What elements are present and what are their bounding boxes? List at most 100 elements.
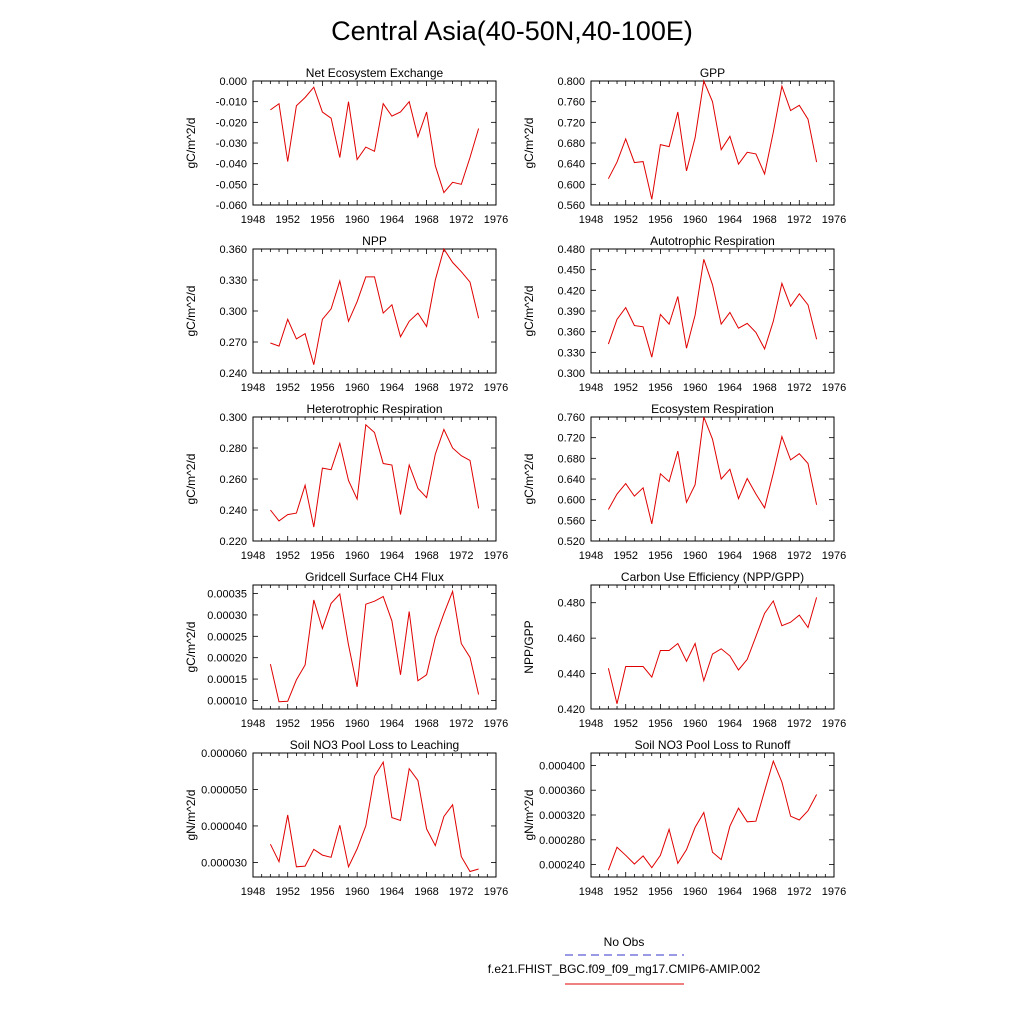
x-tick-label: 1960 bbox=[345, 718, 369, 730]
y-tick-label: 0.000030 bbox=[201, 857, 247, 869]
x-tick-label: 1972 bbox=[787, 886, 811, 898]
panel-title: Gridcell Surface CH4 Flux bbox=[305, 570, 444, 584]
x-tick-label: 1968 bbox=[414, 214, 438, 226]
y-tick-label: 0.000 bbox=[219, 76, 247, 88]
x-tick-label: 1956 bbox=[648, 382, 672, 394]
x-tick-label: 1976 bbox=[484, 214, 508, 226]
x-tick-label: 1960 bbox=[345, 550, 369, 562]
x-tick-label: 1968 bbox=[752, 550, 776, 562]
x-tick-label: 1972 bbox=[449, 214, 473, 226]
x-tick-label: 1960 bbox=[683, 550, 707, 562]
y-axis-label: gC/m^2/d bbox=[184, 286, 198, 337]
x-tick-label: 1976 bbox=[484, 382, 508, 394]
plot-frame bbox=[252, 752, 497, 878]
x-tick-label: 1956 bbox=[648, 214, 672, 226]
y-tick-label: 0.000280 bbox=[539, 835, 585, 847]
x-tick-label: 1960 bbox=[345, 214, 369, 226]
x-tick-label: 1956 bbox=[648, 550, 672, 562]
y-tick-label: 0.560 bbox=[557, 515, 585, 527]
chart-panel-gpp: GPP 1948 1952 1956 1960 1964 1968 1972 1976 0.800… bbox=[522, 66, 846, 226]
x-tick-label: 1960 bbox=[345, 382, 369, 394]
y-axis-label: gC/m^2/d bbox=[184, 454, 198, 505]
x-tick-label: 1956 bbox=[310, 214, 334, 226]
panel-title: Autotrophic Respiration bbox=[650, 234, 775, 248]
x-tick-label: 1956 bbox=[648, 886, 672, 898]
y-tick-label: 0.000320 bbox=[539, 810, 585, 822]
y-tick-label: 0.640 bbox=[557, 474, 585, 486]
panel-title: Soil NO3 Pool Loss to Leaching bbox=[290, 738, 459, 752]
x-tick-label: 1972 bbox=[449, 382, 473, 394]
x-tick-label: 1960 bbox=[683, 214, 707, 226]
y-axis-label: gC/m^2/d bbox=[184, 622, 198, 673]
chart-panel-gridcell-surface-ch4-flux: Gridcell Surface CH4 Flux 1948 1952 1956 196… bbox=[184, 570, 508, 730]
y-tick-label: 0.260 bbox=[219, 474, 247, 486]
x-tick-label: 1976 bbox=[822, 214, 846, 226]
y-tick-label: 0.800 bbox=[557, 76, 585, 88]
x-tick-label: 1948 bbox=[241, 214, 265, 226]
x-tick-label: 1960 bbox=[683, 382, 707, 394]
x-tick-label: 1948 bbox=[241, 886, 265, 898]
y-tick-label: 0.480 bbox=[557, 244, 585, 256]
x-tick-label: 1976 bbox=[484, 550, 508, 562]
legend: No Obs f.e21.FHIST_BGC.f09_f09_mg17.CMIP6… bbox=[488, 935, 761, 985]
y-tick-label: 0.330 bbox=[557, 347, 585, 359]
y-tick-label: 0.390 bbox=[557, 306, 585, 318]
y-tick-label: 0.000060 bbox=[201, 748, 247, 760]
chart-panel-carbon-use-efficiency-npp-gpp: Carbon Use Efficiency (NPP/GPP) 1948 1952 1… bbox=[522, 570, 846, 730]
x-tick-label: 1964 bbox=[380, 718, 404, 730]
y-tick-label: 0.240 bbox=[219, 505, 247, 517]
x-tick-label: 1964 bbox=[380, 214, 404, 226]
chart-panel-soil-no3-pool-loss-to-leaching: Soil NO3 Pool Loss to Leaching 1948 1952 19… bbox=[184, 738, 508, 898]
y-tick-label: 0.00035 bbox=[207, 589, 247, 601]
y-tick-label: 0.220 bbox=[219, 536, 247, 548]
x-tick-label: 1968 bbox=[752, 718, 776, 730]
plot-frame bbox=[252, 416, 497, 542]
x-tick-label: 1956 bbox=[648, 718, 672, 730]
y-tick-label: 0.00010 bbox=[207, 695, 247, 707]
y-tick-label: 0.720 bbox=[557, 117, 585, 129]
panel-title: Carbon Use Efficiency (NPP/GPP) bbox=[621, 570, 804, 584]
y-tick-label: 0.420 bbox=[557, 704, 585, 716]
y-tick-label: 0.460 bbox=[557, 633, 585, 645]
y-tick-label: 0.270 bbox=[219, 337, 247, 349]
y-tick-label: 0.450 bbox=[557, 265, 585, 277]
y-tick-label: 0.00030 bbox=[207, 610, 247, 622]
y-tick-label: -0.020 bbox=[216, 117, 247, 129]
x-tick-label: 1948 bbox=[579, 550, 603, 562]
series-line-soil-no3-pool-loss-to-leaching bbox=[269, 760, 479, 873]
x-tick-label: 1952 bbox=[613, 886, 637, 898]
x-tick-label: 1968 bbox=[414, 886, 438, 898]
panel-title: NPP bbox=[362, 234, 387, 248]
y-tick-label: 0.00020 bbox=[207, 653, 247, 665]
y-tick-label: 0.330 bbox=[219, 275, 247, 287]
x-tick-label: 1948 bbox=[241, 382, 265, 394]
y-tick-label: 0.480 bbox=[557, 598, 585, 610]
panels-group: Net Ecosystem Exchange 1948 1952 1956 1960 19… bbox=[184, 66, 846, 898]
main-title: Central Asia(40-50N,40-100E) bbox=[331, 16, 693, 46]
series-line-net-ecosystem-exchange bbox=[270, 86, 480, 194]
series-line-autotrophic-respiration bbox=[607, 259, 818, 358]
x-tick-label: 1960 bbox=[683, 718, 707, 730]
x-tick-label: 1972 bbox=[787, 214, 811, 226]
y-tick-label: 0.360 bbox=[557, 327, 585, 339]
series-line-gpp bbox=[607, 79, 818, 200]
x-tick-label: 1952 bbox=[613, 718, 637, 730]
y-tick-label: 0.280 bbox=[219, 443, 247, 455]
legend-label: No Obs bbox=[604, 935, 645, 949]
y-tick-label: 0.000240 bbox=[539, 860, 585, 872]
y-tick-label: -0.060 bbox=[216, 200, 247, 212]
x-tick-label: 1956 bbox=[310, 886, 334, 898]
x-tick-label: 1960 bbox=[345, 886, 369, 898]
y-tick-label: 0.300 bbox=[219, 306, 247, 318]
plot-frame bbox=[252, 80, 497, 206]
x-tick-label: 1948 bbox=[579, 886, 603, 898]
x-tick-label: 1948 bbox=[579, 382, 603, 394]
y-tick-label: 0.520 bbox=[557, 536, 585, 548]
y-tick-label: 0.440 bbox=[557, 669, 585, 681]
y-tick-label: 0.720 bbox=[557, 433, 585, 445]
y-tick-label: 0.000050 bbox=[201, 784, 247, 796]
x-tick-label: 1952 bbox=[275, 214, 299, 226]
x-tick-label: 1972 bbox=[449, 718, 473, 730]
y-tick-label: 0.760 bbox=[557, 412, 585, 424]
x-tick-label: 1976 bbox=[822, 550, 846, 562]
